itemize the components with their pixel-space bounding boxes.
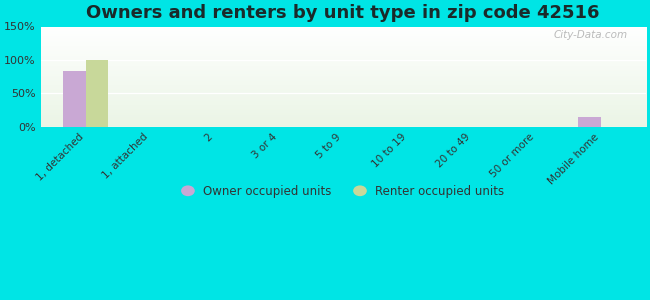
Text: City-Data.com: City-Data.com [554,29,628,40]
Bar [86,60,109,127]
Title: Owners and renters by unit type in zip code 42516: Owners and renters by unit type in zip c… [86,4,600,22]
Bar [578,117,601,127]
Legend: Owner occupied units, Renter occupied units: Owner occupied units, Renter occupied un… [178,181,508,203]
Bar [63,71,86,127]
